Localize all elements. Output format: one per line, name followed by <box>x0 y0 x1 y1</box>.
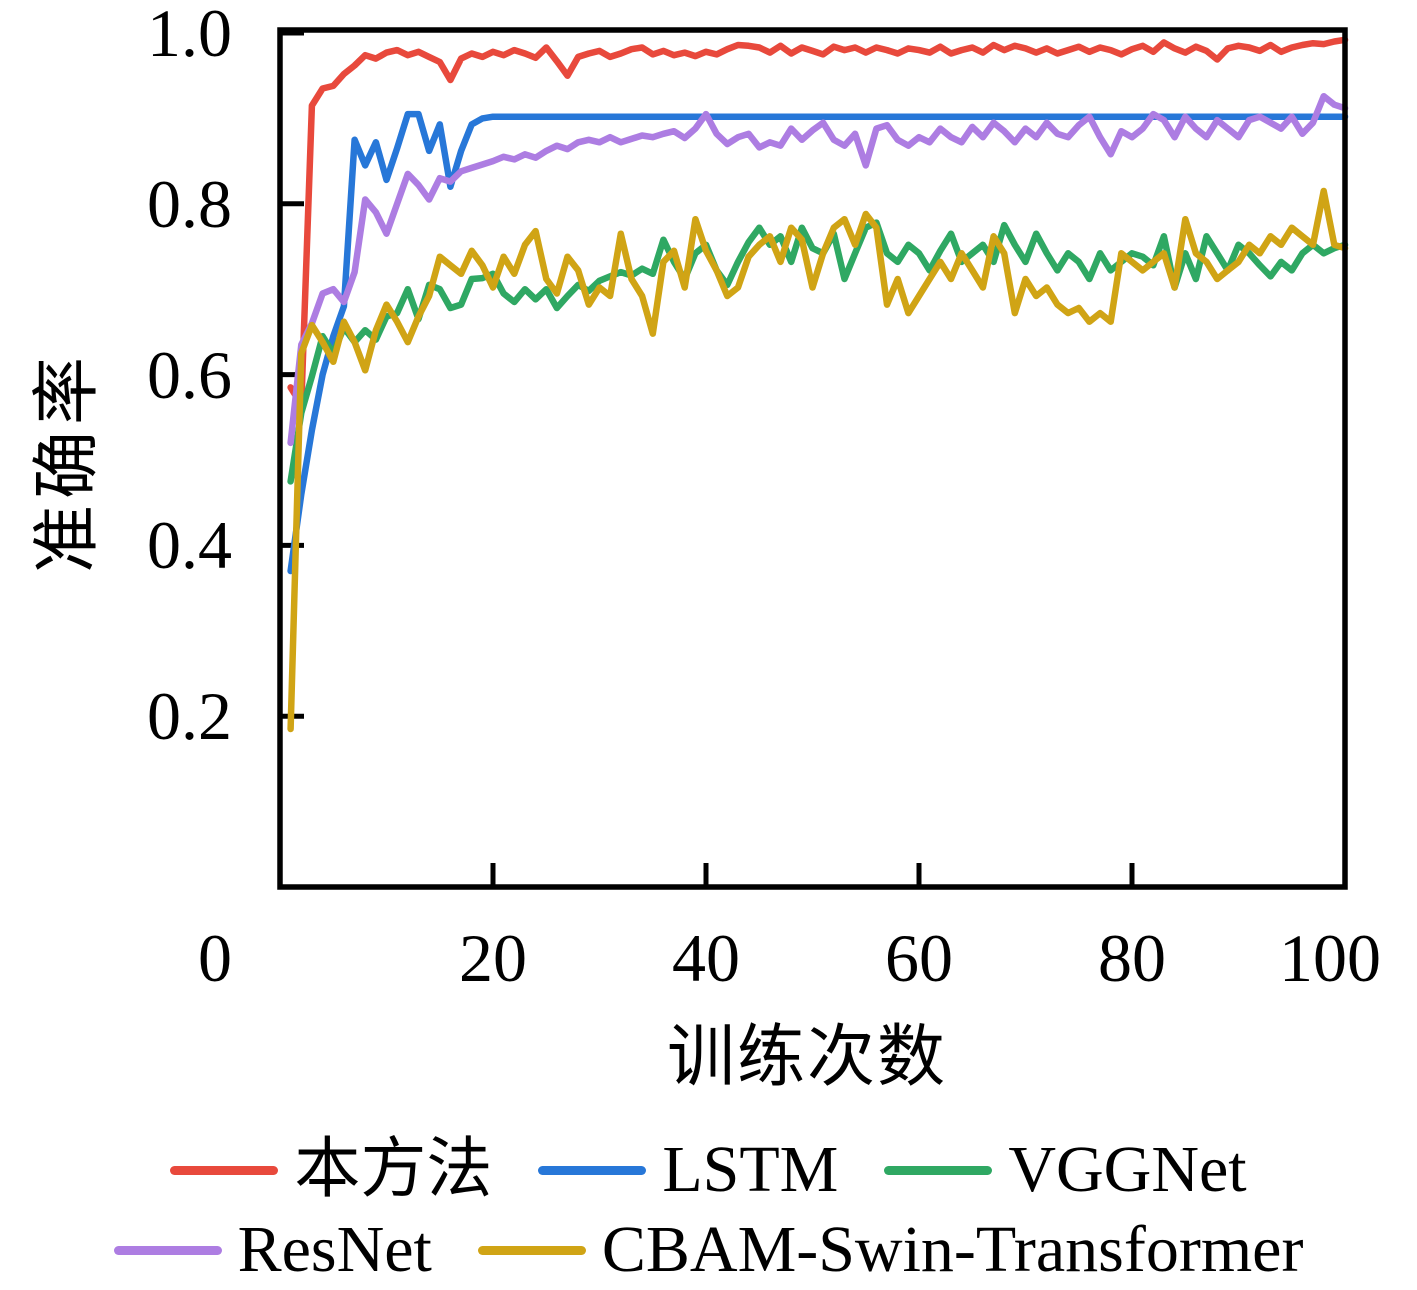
legend-item: VGGNet <box>884 1132 1247 1207</box>
x-axis-title: 训练次数 <box>666 1019 948 1095</box>
legend-swatch <box>538 1165 647 1175</box>
series-line-0 <box>287 36 1349 408</box>
legend-item: ResNet <box>113 1212 432 1287</box>
y-tick-label: 0.2 <box>147 678 232 755</box>
legend-item: 本方法 <box>170 1132 493 1207</box>
series-line-4 <box>287 187 1349 733</box>
legend-row: ResNet CBAM-Swin-Transformer <box>0 1210 1417 1290</box>
legend-swatch <box>477 1245 586 1255</box>
legend-label: VGGNet <box>1008 1132 1247 1206</box>
x-tick-label: 20 <box>459 920 527 996</box>
y-axis-title: 准确率 <box>29 350 105 574</box>
y-tick-label: 1.0 <box>147 0 232 71</box>
y-tick-label: 0.8 <box>147 165 232 242</box>
series-line-3 <box>287 92 1349 447</box>
legend-swatch <box>170 1165 279 1175</box>
x-tick-label: 100 <box>1279 920 1381 996</box>
legend: 本方法 LSTM VGGNet ResNet CBAM-Swin-Transformer <box>0 1130 1417 1290</box>
legend-row: 本方法 LSTM VGGNet <box>0 1130 1417 1210</box>
x-tick-label: 0 <box>198 920 232 996</box>
legend-label: CBAM-Swin-Transformer <box>601 1212 1304 1286</box>
legend-label: ResNet <box>237 1212 432 1286</box>
x-tick-label: 80 <box>1098 920 1166 996</box>
legend-item: CBAM-Swin-Transformer <box>477 1212 1304 1287</box>
legend-label: 本方法 <box>294 1132 493 1206</box>
legend-swatch <box>884 1165 993 1175</box>
y-tick-label: 0.4 <box>147 507 232 584</box>
x-tick-label: 60 <box>885 920 953 996</box>
y-tick-label: 0.6 <box>147 336 232 413</box>
axes-box <box>277 27 1348 890</box>
series-line-1 <box>287 110 1349 575</box>
legend-label: LSTM <box>662 1132 839 1206</box>
x-tick-label: 40 <box>672 920 740 996</box>
legend-item: LSTM <box>538 1132 839 1207</box>
legend-swatch <box>113 1245 222 1255</box>
